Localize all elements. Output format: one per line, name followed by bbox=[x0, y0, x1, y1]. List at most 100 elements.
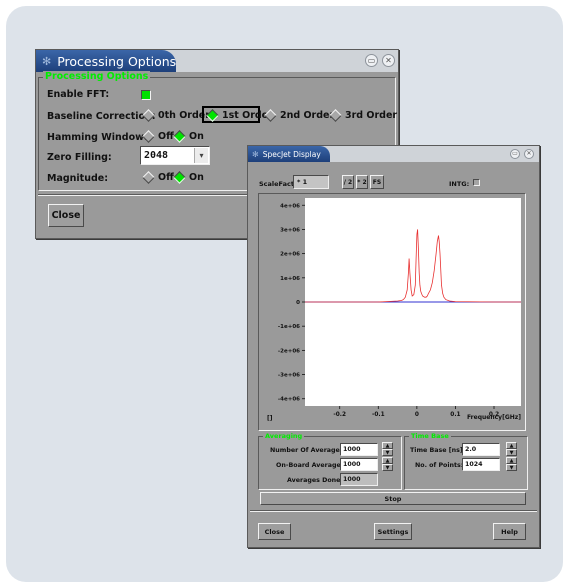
num-points-field[interactable]: 1024 bbox=[462, 458, 500, 471]
enable-fft-checkbox[interactable] bbox=[141, 90, 151, 100]
magnitude-off-radio[interactable]: Off bbox=[142, 171, 174, 184]
x-tick-label: 0.2 bbox=[489, 412, 499, 418]
hamming-off-radio[interactable]: Off bbox=[142, 130, 174, 143]
baseline-3rd-label: 3rd Order bbox=[345, 110, 398, 121]
baseline-correction-label: Baseline Correction: bbox=[47, 111, 156, 122]
zero-filling-label: Zero Filling: bbox=[47, 152, 112, 163]
baseline-2nd-label: 2nd Order bbox=[280, 110, 335, 121]
app-icon: ✻ bbox=[252, 149, 259, 159]
x-tick-label: 0.1 bbox=[450, 412, 460, 418]
specjet-close-button[interactable]: Close bbox=[258, 523, 291, 540]
num-averages-down-button[interactable]: ▼ bbox=[382, 449, 393, 456]
processing-options-window: ✻ Processing Options ▭ ✕ Processing Opti… bbox=[35, 49, 399, 239]
radio-off-icon bbox=[329, 109, 342, 122]
full-scale-button[interactable]: FS bbox=[370, 175, 384, 189]
specjet-display-window: ✻ SpecJet Display ▭ ✕ ScaleFactor: * 1 /… bbox=[247, 145, 540, 548]
radio-off-icon bbox=[264, 109, 277, 122]
dropdown-arrow-icon[interactable]: ▾ bbox=[194, 148, 208, 163]
processing-title-tab[interactable]: ✻ Processing Options bbox=[36, 50, 176, 72]
num-points-up-button[interactable]: ▲ bbox=[506, 457, 517, 464]
baseline-2nd-radio[interactable]: 2nd Order bbox=[264, 109, 335, 122]
onboard-averages-label: On-Board Averages: bbox=[276, 462, 348, 469]
hamming-on-radio[interactable]: On bbox=[173, 130, 204, 143]
intg-checkbox[interactable] bbox=[473, 179, 480, 186]
averaging-group: Averaging bbox=[258, 432, 402, 490]
baseline-1st-label: 1st Order bbox=[222, 110, 273, 121]
processing-options-group: Processing Options bbox=[38, 71, 396, 191]
processing-group-label: Processing Options bbox=[43, 71, 151, 82]
y-tick-label: -3e+06 bbox=[278, 373, 300, 379]
enable-fft-label: Enable FFT: bbox=[47, 89, 110, 100]
onboard-averages-up-button[interactable]: ▲ bbox=[382, 457, 393, 464]
num-points-label: No. of Points: bbox=[415, 462, 464, 469]
scale-factor-field[interactable]: * 1 bbox=[293, 175, 329, 189]
baseline-0th-label: 0th Order bbox=[158, 110, 210, 121]
zero-filling-combo[interactable]: 2048 ▾ bbox=[140, 146, 210, 165]
minimize-icon[interactable]: ▭ bbox=[510, 149, 520, 159]
separator bbox=[38, 194, 396, 196]
num-averages-label: Number Of Averages: bbox=[270, 447, 347, 454]
plot-corner-label: [] bbox=[267, 415, 273, 422]
radio-on-icon bbox=[173, 130, 186, 143]
radio-on-icon bbox=[206, 109, 219, 122]
scale-divide-button[interactable]: / 2 bbox=[342, 175, 354, 189]
radio-off-icon bbox=[142, 171, 155, 184]
x-tick-label: -0.1 bbox=[372, 412, 385, 418]
radio-off-icon bbox=[142, 130, 155, 143]
close-icon[interactable]: ✕ bbox=[382, 54, 395, 67]
y-tick-label: -4e+06 bbox=[278, 397, 300, 403]
baseline-1st-radio[interactable]: 1st Order bbox=[202, 106, 273, 123]
averaging-group-label: Averaging bbox=[263, 432, 305, 440]
num-averages-field[interactable]: 1000 bbox=[340, 443, 378, 456]
processing-title-bar[interactable]: ✻ Processing Options ▭ ✕ bbox=[36, 50, 398, 72]
specjet-window-title: SpecJet Display bbox=[262, 149, 321, 159]
magnitude-on-radio[interactable]: On bbox=[173, 171, 204, 184]
magnitude-on-label: On bbox=[189, 172, 204, 183]
y-tick-label: 1e+06 bbox=[280, 276, 300, 282]
help-button[interactable]: Help bbox=[493, 523, 526, 540]
hamming-window-label: Hamming Window: bbox=[47, 132, 148, 143]
zero-filling-value: 2048 bbox=[144, 150, 169, 161]
averages-done-field: 1000 bbox=[340, 473, 378, 486]
hamming-on-label: On bbox=[189, 131, 204, 142]
minimize-icon[interactable]: ▭ bbox=[365, 54, 378, 67]
stop-button[interactable]: Stop bbox=[260, 492, 526, 505]
time-base-group-label: Time Base bbox=[409, 432, 451, 440]
scale-multiply-button[interactable]: * 2 bbox=[356, 175, 368, 189]
specjet-title-bar[interactable]: ✻ SpecJet Display ▭ ✕ bbox=[248, 146, 539, 162]
separator bbox=[250, 510, 537, 512]
time-base-field[interactable]: 2.0 bbox=[462, 443, 500, 456]
close-icon[interactable]: ✕ bbox=[524, 149, 534, 159]
time-base-up-button[interactable]: ▲ bbox=[506, 442, 517, 449]
specjet-title-tab[interactable]: ✻ SpecJet Display bbox=[248, 146, 330, 162]
settings-button[interactable]: Settings bbox=[374, 523, 412, 540]
time-base-group: Time Base bbox=[404, 432, 528, 490]
onboard-averages-down-button[interactable]: ▼ bbox=[382, 464, 393, 471]
baseline-3rd-radio[interactable]: 3rd Order bbox=[329, 109, 398, 122]
intg-label: INTG: bbox=[449, 180, 470, 188]
time-base-label: Time Base [ns]: bbox=[410, 447, 466, 454]
time-base-down-button[interactable]: ▼ bbox=[506, 449, 517, 456]
baseline-0th-radio[interactable]: 0th Order bbox=[142, 109, 210, 122]
num-points-down-button[interactable]: ▼ bbox=[506, 464, 517, 471]
x-tick-label: -0.2 bbox=[333, 412, 346, 418]
plot-panel: 4e+06 3e+06 2e+06 1e+06 0 -1e+06 -2e+06 -3e+06 -… bbox=[258, 193, 526, 431]
averages-done-label: Averages Done: bbox=[287, 477, 343, 484]
y-tick-label: 0 bbox=[296, 300, 300, 306]
y-tick-label: 3e+06 bbox=[280, 227, 300, 233]
num-averages-up-button[interactable]: ▲ bbox=[382, 442, 393, 449]
onboard-averages-field[interactable]: 1000 bbox=[340, 458, 378, 471]
y-tick-label: -2e+06 bbox=[278, 348, 300, 354]
radio-off-icon bbox=[142, 109, 155, 122]
processing-close-button[interactable]: Close bbox=[48, 204, 84, 227]
hamming-off-label: Off bbox=[158, 131, 174, 142]
radio-on-icon bbox=[173, 171, 186, 184]
scale-factor-label: ScaleFactor: bbox=[259, 180, 305, 188]
y-tick-label: 4e+06 bbox=[280, 203, 300, 209]
x-axis-label: Frequency[GHz] bbox=[467, 414, 521, 421]
magnitude-off-label: Off bbox=[158, 172, 174, 183]
spectrum-chart: 4e+06 3e+06 2e+06 1e+06 0 -1e+06 -2e+06 -3e+06 -… bbox=[267, 198, 521, 422]
processing-window-title: Processing Options bbox=[57, 53, 177, 69]
x-tick-label: 0 bbox=[415, 412, 419, 418]
y-tick-label: 2e+06 bbox=[280, 252, 300, 258]
